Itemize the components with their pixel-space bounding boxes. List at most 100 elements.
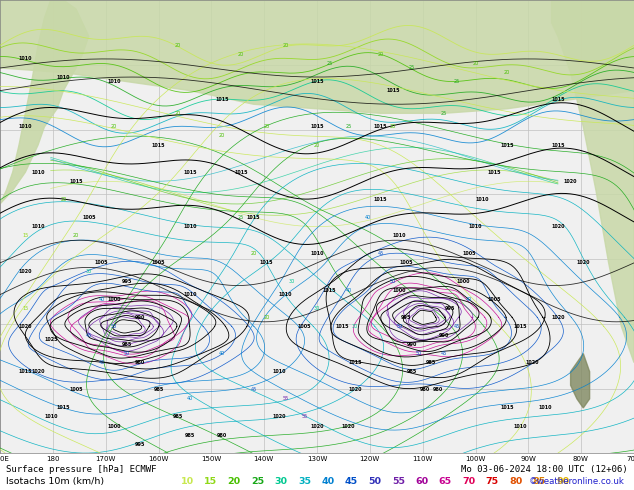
Text: 1015: 1015 [551, 97, 565, 102]
Text: 45: 45 [86, 333, 92, 338]
Text: 1010: 1010 [513, 423, 527, 429]
Text: 995: 995 [401, 315, 411, 320]
Text: 1020: 1020 [576, 260, 590, 266]
Text: 985: 985 [426, 360, 436, 365]
Text: 45: 45 [98, 360, 105, 365]
Text: 130W: 130W [307, 456, 327, 462]
Text: 1005: 1005 [462, 251, 476, 256]
Text: 25: 25 [441, 111, 447, 116]
Text: 80W: 80W [573, 456, 589, 462]
Text: 55: 55 [392, 477, 405, 486]
Text: 100W: 100W [465, 456, 486, 462]
Text: 40: 40 [346, 288, 352, 293]
Text: 1010: 1010 [469, 224, 482, 229]
Text: Isotachs 10m (km/h): Isotachs 10m (km/h) [6, 477, 105, 486]
Text: 65: 65 [439, 477, 452, 486]
Text: 70W: 70W [626, 456, 634, 462]
Text: 1010: 1010 [310, 251, 324, 256]
Text: 1015: 1015 [513, 324, 527, 329]
Text: 20: 20 [174, 43, 181, 48]
Text: 20: 20 [263, 315, 269, 320]
Text: 45: 45 [441, 351, 447, 356]
Text: 1010: 1010 [392, 233, 406, 238]
Text: 1000: 1000 [456, 278, 470, 284]
Text: 1015: 1015 [373, 197, 387, 202]
Text: 55: 55 [282, 396, 288, 401]
Text: 980: 980 [420, 387, 430, 392]
Polygon shape [552, 0, 634, 363]
Text: 1020: 1020 [564, 179, 578, 184]
Text: 990: 990 [134, 315, 145, 320]
Text: 20: 20 [263, 124, 269, 129]
Text: 1015: 1015 [215, 97, 229, 102]
Text: 20: 20 [238, 52, 244, 57]
Text: 1020: 1020 [551, 315, 565, 320]
Text: 1010: 1010 [18, 56, 32, 61]
Text: 40: 40 [98, 296, 105, 302]
Text: 20: 20 [314, 143, 320, 147]
Text: 980: 980 [217, 433, 227, 438]
Text: 980: 980 [432, 387, 443, 392]
Text: 1015: 1015 [500, 143, 514, 147]
Text: 20: 20 [250, 251, 257, 256]
Text: 1005: 1005 [399, 260, 413, 266]
Polygon shape [0, 0, 89, 204]
Text: 45: 45 [377, 251, 384, 256]
Text: 25: 25 [251, 477, 264, 486]
Text: 1010: 1010 [278, 292, 292, 297]
Text: 25: 25 [453, 79, 460, 84]
Text: 985: 985 [153, 387, 164, 392]
Text: 30: 30 [352, 324, 358, 329]
Text: 25: 25 [346, 124, 352, 129]
Text: 170W: 170W [95, 456, 115, 462]
Text: 1015: 1015 [69, 179, 83, 184]
Text: 1015: 1015 [152, 143, 165, 147]
Text: 1020: 1020 [342, 423, 356, 429]
Text: 1015: 1015 [234, 170, 248, 175]
Text: 1015: 1015 [335, 324, 349, 329]
Text: 1020: 1020 [31, 369, 45, 374]
Text: 995: 995 [445, 306, 455, 311]
Text: 1005: 1005 [69, 387, 83, 392]
Text: 25: 25 [327, 61, 333, 66]
Text: 50: 50 [111, 324, 117, 329]
Text: 50: 50 [368, 477, 382, 486]
Text: 1015: 1015 [259, 260, 273, 266]
Text: 1010: 1010 [183, 224, 197, 229]
Text: 45: 45 [345, 477, 358, 486]
Text: 40: 40 [365, 215, 371, 220]
Text: 20: 20 [228, 477, 241, 486]
Text: 1000: 1000 [107, 423, 121, 429]
Text: 1010: 1010 [183, 292, 197, 297]
Text: 15: 15 [204, 477, 217, 486]
Text: 160W: 160W [148, 456, 169, 462]
Text: 50: 50 [124, 351, 130, 356]
Text: 20: 20 [504, 70, 510, 75]
Text: 995: 995 [134, 441, 145, 447]
Text: 1015: 1015 [310, 124, 324, 129]
Text: 1020: 1020 [272, 415, 286, 419]
Text: 1015: 1015 [56, 405, 70, 411]
Text: 50: 50 [396, 324, 403, 329]
Text: 60: 60 [415, 477, 429, 486]
Text: 1000: 1000 [392, 288, 406, 293]
Text: 170E: 170E [0, 456, 9, 462]
Text: 1010: 1010 [18, 124, 32, 129]
Text: 80: 80 [509, 477, 522, 486]
Text: 25: 25 [409, 66, 415, 71]
Text: 20: 20 [73, 233, 79, 238]
Polygon shape [571, 354, 590, 408]
Text: 1010: 1010 [31, 170, 45, 175]
Text: 1020: 1020 [348, 387, 362, 392]
Text: 1005: 1005 [82, 215, 96, 220]
Text: 1000: 1000 [107, 296, 121, 302]
Text: 1005: 1005 [94, 260, 108, 266]
Text: 150W: 150W [201, 456, 221, 462]
Text: 110W: 110W [412, 456, 432, 462]
Text: 985: 985 [407, 369, 417, 374]
Text: 1010: 1010 [538, 405, 552, 411]
Text: 1020: 1020 [526, 360, 540, 365]
Text: 180: 180 [46, 456, 60, 462]
Text: 10: 10 [181, 477, 194, 486]
Text: 45: 45 [250, 387, 257, 392]
